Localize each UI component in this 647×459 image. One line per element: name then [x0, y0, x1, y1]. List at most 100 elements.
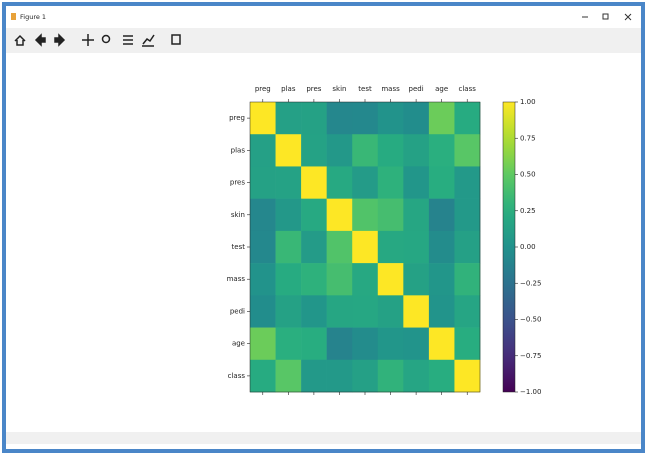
- heatmap-cell: [454, 102, 481, 135]
- y-tick-label: skin: [231, 211, 245, 219]
- colorbar-tick-label: 0.50: [520, 171, 536, 179]
- x-tick-label: preg: [255, 85, 271, 93]
- heatmap-cell: [352, 230, 379, 264]
- heatmap-cell: [301, 198, 327, 232]
- heatmap-cell: [250, 295, 276, 328]
- heatmap-cell: [250, 166, 276, 199]
- heatmap-cell: [250, 327, 276, 361]
- heatmap-cell: [352, 327, 379, 361]
- x-tick-label: skin: [332, 85, 346, 93]
- window-title: Figure 1: [20, 13, 46, 21]
- y-tick-label: pres: [230, 179, 245, 187]
- heatmap-cell: [454, 166, 481, 199]
- customize-button[interactable]: [142, 34, 155, 47]
- heatmap-cell: [377, 359, 404, 393]
- x-tick-label: age: [435, 85, 448, 93]
- x-tick-label: pedi: [409, 85, 424, 93]
- pan-button[interactable]: [82, 34, 94, 46]
- heatmap-cell: [352, 263, 379, 296]
- colorbar-tick-label: −0.50: [520, 316, 541, 324]
- heatmap-cell: [275, 295, 302, 328]
- colorbar: [502, 101, 516, 393]
- heatmap-cell: [352, 198, 379, 232]
- heatmap-cell: [377, 102, 404, 135]
- heatmap-cell: [454, 359, 481, 393]
- heatmap-cell: [352, 359, 379, 393]
- heatmap-cell: [403, 102, 430, 135]
- x-tick-label: mass: [381, 85, 400, 93]
- app-icon: [11, 13, 16, 20]
- heatmap-cell: [250, 198, 276, 232]
- heatmap-cell: [454, 134, 481, 167]
- heatmap-cell: [326, 295, 353, 328]
- heatmap-cell: [250, 359, 276, 393]
- heatmap-cell: [250, 134, 276, 167]
- heatmap-cell: [301, 359, 327, 393]
- y-tick-label: class: [228, 372, 246, 380]
- heatmap-cell: [275, 230, 302, 264]
- zoom-button[interactable]: [101, 34, 111, 44]
- heatmap-cell: [428, 198, 455, 232]
- title-bar: [6, 6, 641, 28]
- heatmap-cell: [428, 166, 455, 199]
- home-button[interactable]: [14, 34, 26, 46]
- heatmap-cell: [275, 263, 302, 296]
- subplots-button[interactable]: [123, 35, 133, 45]
- maximize-button[interactable]: [602, 13, 609, 20]
- y-tick-label: pedi: [230, 307, 245, 315]
- y-tick-label: age: [232, 340, 245, 348]
- plot-frame: [249, 101, 481, 393]
- heatmap-cell: [352, 134, 379, 167]
- heatmap-cell: [403, 263, 430, 296]
- heatmap-cell: [301, 102, 327, 135]
- x-tick-label: plas: [281, 85, 296, 93]
- y-tick-label: plas: [231, 146, 246, 154]
- heatmap-cell: [377, 198, 404, 232]
- heatmap-cell: [403, 295, 430, 328]
- close-button[interactable]: [624, 13, 632, 21]
- heatmap-cell: [403, 134, 430, 167]
- heatmap-cell: [403, 198, 430, 232]
- heatmap-cell: [454, 327, 481, 361]
- heatmap-cell: [428, 359, 455, 393]
- heatmap-cell: [377, 327, 404, 361]
- colorbar-tick-label: 0.75: [520, 134, 536, 142]
- y-tick-label: preg: [229, 114, 245, 122]
- heatmap-cell: [428, 102, 455, 135]
- heatmap-cell: [250, 102, 276, 135]
- save-button[interactable]: [171, 34, 181, 45]
- colorbar-tick-label: −0.25: [520, 279, 541, 287]
- heatmap-cell: [326, 134, 353, 167]
- heatmap-cell: [275, 359, 302, 393]
- heatmap-cell: [454, 295, 481, 328]
- heatmap-cell: [326, 263, 353, 296]
- y-tick-label: test: [232, 243, 246, 251]
- heatmap-cell: [454, 230, 481, 264]
- heatmap-cell: [301, 327, 327, 361]
- back-button[interactable]: [34, 33, 46, 47]
- colorbar-tick-label: 1.00: [520, 98, 536, 106]
- heatmap-cell: [428, 327, 455, 361]
- heatmap-cell: [275, 102, 302, 135]
- heatmap-cell: [428, 134, 455, 167]
- heatmap-cell: [275, 198, 302, 232]
- heatmap-cell: [301, 230, 327, 264]
- heatmap-cell: [377, 166, 404, 199]
- forward-button[interactable]: [54, 33, 66, 47]
- colorbar-tick-label: −1.00: [520, 388, 541, 396]
- heatmap-cell: [352, 295, 379, 328]
- heatmap-cell: [403, 166, 430, 199]
- heatmap-cell: [326, 198, 353, 232]
- heatmap-cell: [428, 263, 455, 296]
- heatmap-cell: [250, 230, 276, 264]
- heatmap-cell: [377, 263, 404, 296]
- colorbar-tick-label: 0.25: [520, 207, 536, 215]
- heatmap-cell: [250, 263, 276, 296]
- heatmap-cell: [377, 230, 404, 264]
- heatmap-cell: [403, 230, 430, 264]
- heatmap-cell: [301, 295, 327, 328]
- heatmap-cell: [326, 359, 353, 393]
- heatmap-cell: [377, 295, 404, 328]
- heatmap-cell: [428, 295, 455, 328]
